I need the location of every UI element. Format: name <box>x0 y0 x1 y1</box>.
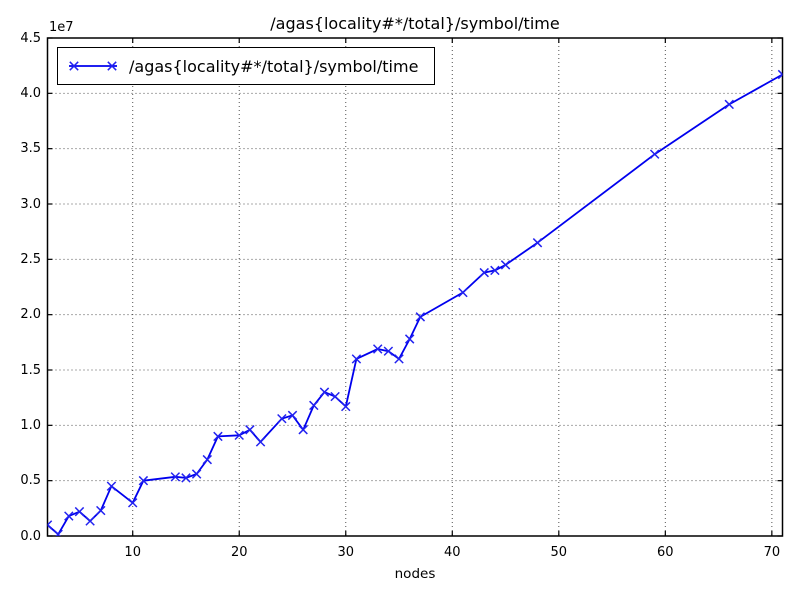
x-marker <box>532 238 543 248</box>
series-group <box>47 69 783 536</box>
x-marker <box>55 529 63 536</box>
x-marker <box>47 520 53 526</box>
x-tick-label: 40 <box>444 545 461 560</box>
x-axis-label: nodes <box>394 566 436 582</box>
y-tick-label: 3.5 <box>20 141 41 157</box>
x-tick-label: 30 <box>337 545 355 560</box>
x-marker <box>191 469 202 479</box>
legend-label: /agas{locality#*/total}/symbol/time <box>129 56 419 76</box>
y-tick-label: 1.5 <box>20 362 41 378</box>
x-marker <box>309 400 319 411</box>
x-marker <box>127 498 138 508</box>
x-marker <box>351 354 362 364</box>
y-tick-label: 0.5 <box>20 473 41 489</box>
x-marker <box>47 523 53 530</box>
y-tick-label: 0.0 <box>20 528 41 544</box>
legend-x-marker <box>107 61 117 71</box>
axes-spines <box>46 37 784 537</box>
chart-title: /agas{locality#*/total}/symbol/time <box>270 14 560 33</box>
x-marker <box>213 431 223 442</box>
x-marker <box>298 425 308 435</box>
x-tick-label: 20 <box>230 545 248 560</box>
x-marker <box>181 473 191 483</box>
x-marker <box>415 312 426 322</box>
x-marker <box>319 387 330 397</box>
x-marker <box>287 410 298 421</box>
x-marker <box>341 401 351 412</box>
x-marker <box>777 73 783 80</box>
x-marker <box>500 260 511 270</box>
x-marker <box>330 391 340 402</box>
x-marker <box>277 413 287 424</box>
axis-ticks <box>47 37 783 537</box>
x-marker <box>234 430 244 441</box>
x-marker <box>74 506 85 517</box>
x-marker <box>96 505 106 516</box>
x-marker <box>64 511 74 521</box>
x-tick-label: 50 <box>550 545 568 560</box>
x-marker <box>394 354 404 364</box>
grid <box>47 37 783 537</box>
legend: /agas{locality#*/total}/symbol/time <box>57 47 436 85</box>
x-marker <box>106 481 117 491</box>
x-marker <box>649 149 660 159</box>
x-marker <box>138 475 149 486</box>
x-marker <box>255 437 266 447</box>
y-tick-label: 4.0 <box>20 85 41 101</box>
data-markers <box>47 69 783 536</box>
y-tick-label: 4.5 <box>20 30 41 46</box>
x-tick-label: 10 <box>124 545 141 560</box>
x-marker <box>490 265 500 276</box>
legend-line-sample-icon <box>69 61 117 71</box>
x-marker <box>202 454 213 465</box>
data-line <box>47 73 783 536</box>
y-axis-offset-label: 1e7 <box>49 20 74 35</box>
y-tick-label: 3.0 <box>20 196 41 212</box>
x-marker <box>458 287 468 298</box>
x-tick-label: 70 <box>763 545 781 560</box>
y-tick-label: 2.0 <box>20 307 41 323</box>
x-marker <box>372 344 383 354</box>
x-marker <box>170 472 181 482</box>
y-tick-label: 2.5 <box>20 251 41 267</box>
x-marker <box>383 346 394 356</box>
x-marker <box>724 99 734 110</box>
x-marker <box>777 69 783 76</box>
x-marker <box>85 516 95 526</box>
x-tick-label: 60 <box>657 545 674 560</box>
x-marker <box>479 267 489 278</box>
x-marker <box>245 425 255 435</box>
legend-x-marker <box>69 61 79 71</box>
y-tick-label: 1.0 <box>20 417 41 433</box>
x-marker <box>404 334 415 344</box>
